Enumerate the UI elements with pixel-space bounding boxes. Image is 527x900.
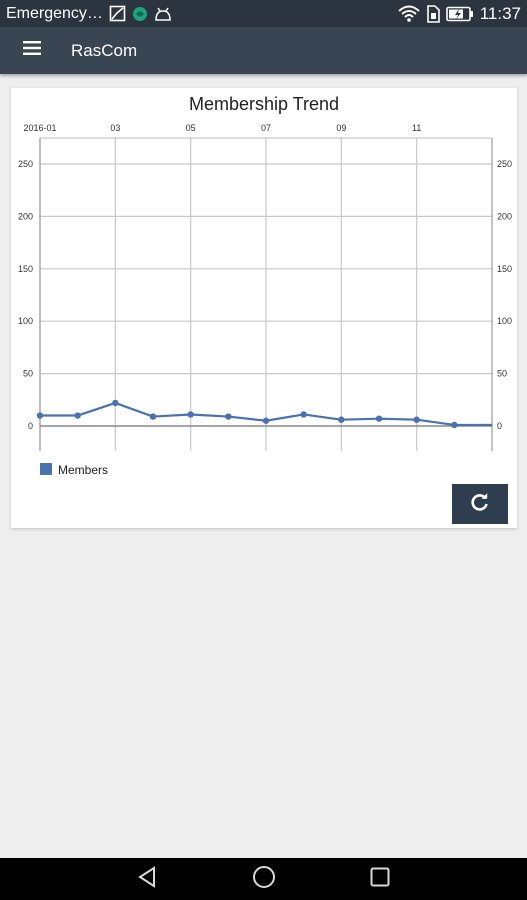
legend-label-members: Members <box>58 463 108 477</box>
chart-card: Membership Trend 0 0 50 50 100 100 150 150 200 20… <box>11 88 517 528</box>
data-point <box>112 399 119 407</box>
home-button[interactable] <box>234 858 294 900</box>
x-tick-label: 03 <box>110 123 120 133</box>
y-tick-label-left: 250 <box>18 159 33 169</box>
clock: 11:37 <box>479 3 521 23</box>
battery-icon <box>445 6 474 22</box>
data-point <box>262 417 270 424</box>
y-tick-label-left: 0 <box>28 421 33 431</box>
status-bar: Emergency… 11:37 <box>0 0 527 27</box>
recents-icon <box>370 867 390 892</box>
home-icon <box>252 865 276 894</box>
menu-button[interactable] <box>0 27 64 74</box>
x-tick-label: 11 <box>412 123 421 133</box>
y-tick-label-right: 100 <box>497 316 512 326</box>
back-button[interactable] <box>118 858 178 900</box>
data-point <box>413 416 420 423</box>
app-title: RasCom <box>71 40 138 60</box>
back-icon <box>137 865 159 893</box>
recents-button[interactable] <box>350 858 410 900</box>
data-point <box>149 413 157 420</box>
y-tick-label-right: 50 <box>497 369 507 379</box>
refresh-icon <box>470 492 490 517</box>
x-tick-label: 09 <box>336 123 346 133</box>
y-tick-label-right: 200 <box>497 211 512 221</box>
data-point <box>36 412 44 419</box>
refresh-button[interactable] <box>452 484 508 524</box>
data-point <box>74 412 81 419</box>
data-point <box>300 411 307 418</box>
data-point <box>338 416 345 423</box>
x-tick-label: 07 <box>261 123 271 133</box>
image-icon <box>109 5 126 22</box>
chart-title: Membership Trend <box>189 94 339 114</box>
y-tick-label-left: 50 <box>23 369 33 379</box>
y-tick-label-left: 150 <box>18 264 33 274</box>
data-point <box>187 411 194 418</box>
y-tick-label-right: 250 <box>497 159 512 169</box>
legend-swatch-members <box>40 463 52 475</box>
y-tick-label-right: 0 <box>497 421 502 431</box>
nav-bar <box>0 858 527 900</box>
data-point <box>375 415 383 422</box>
app-bar: RasCom <box>0 27 527 74</box>
sim-icon <box>426 4 440 23</box>
y-tick-label-left: 200 <box>18 211 33 221</box>
data-point <box>451 421 458 429</box>
y-tick-label-right: 150 <box>497 264 512 274</box>
vpn-icon <box>132 6 148 22</box>
wifi-icon <box>398 5 420 22</box>
data-point <box>225 413 232 420</box>
x-tick-label: 05 <box>186 123 196 133</box>
y-tick-label-left: 100 <box>18 316 33 326</box>
hamburger-menu-icon <box>23 41 41 60</box>
android-debug-icon <box>154 7 172 21</box>
x-tick-label: 2016-01 <box>23 123 56 133</box>
carrier-text: Emergency… <box>6 4 103 22</box>
